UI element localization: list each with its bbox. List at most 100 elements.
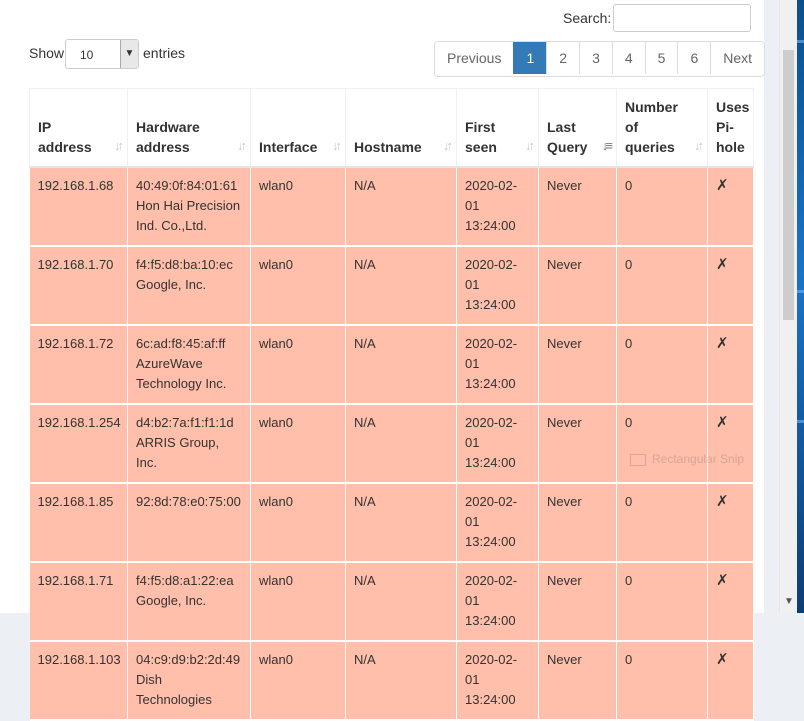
cell-first-seen: 2020-02-01 13:24:00 <box>456 483 539 563</box>
cell-interface-text: wlan0 <box>259 652 293 667</box>
cell-hostname: N/A <box>345 325 457 405</box>
cell-first-seen-text: 2020-02-01 <box>465 573 518 608</box>
column-header-label: Uses <box>716 99 750 115</box>
sort-icon[interactable]: ↓↑ <box>332 138 342 153</box>
cell-query-count-text: 0 <box>625 257 633 272</box>
column-header-ip-address[interactable]: IP address ↓↑ <box>29 88 128 168</box>
cell-last-query: Never <box>538 483 617 563</box>
cell-ip-text: 192.168.1.85 <box>37 494 114 509</box>
cell-first-seen-text: 2020-02-01 <box>465 178 518 213</box>
cell-first-seen-text: 2020-02-01 <box>465 336 518 371</box>
cell-hardware-address-text: Google, Inc. <box>136 593 207 608</box>
column-header-uses-pihole[interactable]: Uses Pi-hole <box>707 88 754 168</box>
cell-first-seen-text: 2020-02-01 <box>465 494 518 529</box>
chevron-down-icon: ▼ <box>120 40 138 68</box>
cell-query-count-text: 0 <box>625 652 633 667</box>
cell-first-seen-text: 13:24:00 <box>465 376 516 391</box>
column-header-label: address <box>38 139 92 155</box>
cell-ip-text: 192.168.1.254 <box>37 415 121 430</box>
cell-query-count: 0 <box>616 641 708 721</box>
cell-interface: wlan0 <box>250 246 346 326</box>
cell-ip: 192.168.1.71 <box>29 562 128 642</box>
cell-interface: wlan0 <box>250 641 346 721</box>
cell-last-query-text: Never <box>547 336 582 351</box>
cell-last-query-text: Never <box>547 257 582 272</box>
cell-hardware-address-text: 40:49:0f:84:01:61 <box>136 178 238 193</box>
table-row: 192.168.1.254 d4:b2:7a:f1:f1:1d ARRIS Grou… <box>29 404 754 484</box>
sort-desc-icon[interactable]: ↓≡ <box>601 138 613 153</box>
page-button-4[interactable]: 4 <box>611 42 645 74</box>
cell-ip: 192.168.1.68 <box>29 167 128 247</box>
sort-icon[interactable]: ↓↑ <box>525 138 535 153</box>
cell-first-seen-text: 13:24:00 <box>465 534 516 549</box>
cell-uses-pihole-text: ✗ <box>716 335 729 352</box>
cell-hostname-text: N/A <box>354 573 376 588</box>
sort-icon[interactable]: ↓↑ <box>694 138 704 153</box>
cell-uses-pihole: ✗ <box>707 641 754 721</box>
cell-hardware-address: 92:8d:78:e0:75:00 <box>127 483 251 563</box>
column-header-interface[interactable]: Interface ↓↑ <box>250 88 346 168</box>
previous-button[interactable]: Previous <box>435 42 514 74</box>
entries-select[interactable]: 10 ▼ <box>65 39 139 69</box>
cell-hardware-address: 04:c9:d9:b2:2d:49 Dish Technologies <box>127 641 251 721</box>
table-row: 192.168.1.85 92:8d:78:e0:75:00 wlan0 N/A 202… <box>29 483 754 563</box>
page-button-3[interactable]: 3 <box>579 42 612 74</box>
column-header-hardware-address[interactable]: Hardware address ↓↑ <box>127 88 251 168</box>
network-table-panel: Search: Show 10 ▼ entries Previous 1 2 3… <box>0 0 766 721</box>
cell-first-seen-text: 2020-02-01 <box>465 257 518 292</box>
cell-interface-text: wlan0 <box>259 178 293 193</box>
cell-query-count: 0 <box>616 167 708 247</box>
table-row: 192.168.1.70 f4:f5:d8:ba:10:ec Google, Inc… <box>29 246 754 326</box>
search-label: Search: <box>563 10 612 26</box>
column-header-label: First <box>465 119 496 135</box>
vertical-scrollbar[interactable]: ▼ <box>779 0 797 613</box>
cell-uses-pihole: ✗ <box>707 404 754 484</box>
cell-hardware-address-text: Technology Inc. <box>136 376 227 391</box>
cell-hardware-address-text: ARRIS Group, Inc. <box>136 435 220 470</box>
scrollbar-thumb[interactable] <box>783 50 794 320</box>
page-button-1[interactable]: 1 <box>513 42 547 74</box>
cell-last-query: Never <box>538 167 617 247</box>
sort-icon[interactable]: ↓↑ <box>237 138 247 153</box>
cell-hardware-address: f4:f5:d8:a1:22:ea Google, Inc. <box>127 562 251 642</box>
cell-hardware-address: f4:f5:d8:ba:10:ec Google, Inc. <box>127 246 251 326</box>
table-header-row: IP address ↓↑ Hardware address ↓↑ Interface ↓↑ H… <box>29 88 754 168</box>
rectangular-snip-overlay: Rectangular Snip <box>630 452 780 472</box>
cell-first-seen-text: 13:24:00 <box>465 218 516 233</box>
cell-uses-pihole-text: ✗ <box>716 414 729 431</box>
scroll-down-arrow-icon[interactable]: ▼ <box>784 596 794 607</box>
cell-query-count-text: 0 <box>625 336 633 351</box>
cell-uses-pihole: ✗ <box>707 483 754 563</box>
sort-icon[interactable]: ↓↑ <box>443 138 453 153</box>
column-header-last-query[interactable]: Last Query ↓≡ <box>538 88 617 168</box>
page-button-5[interactable]: 5 <box>644 42 678 74</box>
cell-hardware-address-text: 6c:ad:f8:45:af:ff <box>136 336 226 351</box>
table-row: 192.168.1.103 04:c9:d9:b2:2d:49 Dish Techno… <box>29 641 754 721</box>
cell-hardware-address-text: f4:f5:d8:a1:22:ea <box>136 573 234 588</box>
table-body: 192.168.1.68 40:49:0f:84:01:61 Hon Hai Pre… <box>29 167 754 721</box>
table-row: 192.168.1.72 6c:ad:f8:45:af:ff AzureWave Te… <box>29 325 754 405</box>
column-header-number-of-queries[interactable]: Number of queries ↓↑ <box>616 88 708 168</box>
cell-query-count-text: 0 <box>625 415 633 430</box>
entries-label: entries <box>143 45 186 61</box>
cell-last-query: Never <box>538 641 617 721</box>
cell-ip: 192.168.1.72 <box>29 325 128 405</box>
cell-first-seen: 2020-02-01 13:24:00 <box>456 246 539 326</box>
column-header-first-seen[interactable]: First seen ↓↑ <box>456 88 539 168</box>
cell-query-count-text: 0 <box>625 573 633 588</box>
next-button[interactable]: Next <box>710 42 765 74</box>
sort-icon[interactable]: ↓↑ <box>114 138 124 153</box>
cell-hostname: N/A <box>345 483 457 563</box>
cell-hostname-text: N/A <box>354 652 376 667</box>
cell-last-query-text: Never <box>547 178 582 193</box>
cell-hostname-text: N/A <box>354 494 376 509</box>
page-button-6[interactable]: 6 <box>677 42 711 74</box>
search-input[interactable] <box>613 4 751 32</box>
cell-first-seen-text: 13:24:00 <box>465 297 516 312</box>
cell-uses-pihole-text: ✗ <box>716 177 729 194</box>
cell-hardware-address-text: AzureWave <box>136 356 203 371</box>
column-header-label: Number <box>625 99 678 115</box>
page-button-2[interactable]: 2 <box>546 42 580 74</box>
cell-uses-pihole: ✗ <box>707 167 754 247</box>
column-header-hostname[interactable]: Hostname ↓↑ <box>345 88 457 168</box>
